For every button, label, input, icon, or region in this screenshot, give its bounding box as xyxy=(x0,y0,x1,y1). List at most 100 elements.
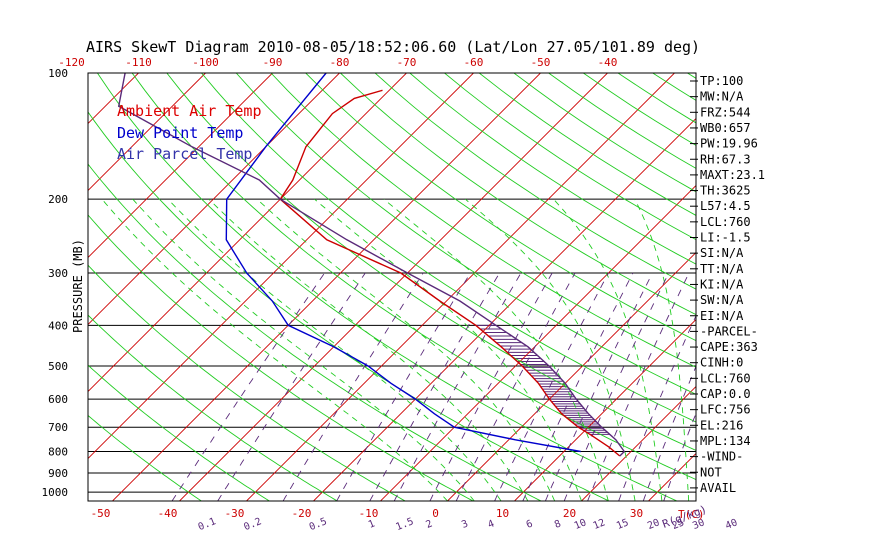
index-entry: -WIND- xyxy=(700,450,743,464)
pressure-tick-label: 600 xyxy=(48,393,68,406)
isotherm-line xyxy=(88,73,273,259)
dry-adiabat-line xyxy=(374,73,696,290)
index-entry: KI:N/A xyxy=(700,277,744,291)
index-entry: -PARCEL- xyxy=(700,324,758,338)
pressure-tick-label: 500 xyxy=(48,360,68,373)
dry-adiabat-line xyxy=(478,73,696,216)
dry-adiabat-line xyxy=(88,314,338,501)
top-temp-tick-label: -60 xyxy=(464,56,484,69)
dry-adiabat-line xyxy=(270,73,696,368)
mixing-ratio-tick-label: 10 xyxy=(573,517,588,532)
isotherm-line xyxy=(783,73,870,501)
mixing-ratio-line xyxy=(522,272,634,501)
dry-adiabat-line xyxy=(652,73,696,101)
dry-adiabat-line xyxy=(88,414,202,501)
legend-ambient-air-temp: Ambient Air Temp xyxy=(117,102,262,120)
pressure-tick-label: 200 xyxy=(48,193,68,206)
mixing-ratio-line xyxy=(494,272,609,501)
mixing-ratio-line xyxy=(455,272,576,501)
mixing-ratio-line xyxy=(429,272,553,501)
index-entry: PW:19.96 xyxy=(700,137,758,151)
mixing-ratio-tick-label: 1 xyxy=(367,518,377,530)
pressure-tick-label: 900 xyxy=(48,467,68,480)
dry-adiabat-line xyxy=(97,73,678,501)
moist-adiabat-line xyxy=(383,198,609,501)
index-entry: RH:67.3 xyxy=(700,152,751,166)
isotherm-line xyxy=(850,73,870,501)
mixing-ratio-line xyxy=(587,272,690,501)
mixing-ratio-line xyxy=(369,272,500,501)
dry-adiabat-line xyxy=(409,73,696,265)
dry-adiabat-line xyxy=(340,73,696,316)
isotherm-line xyxy=(112,73,541,501)
mixing-ratio-tick-label: 6 xyxy=(525,518,535,530)
pressure-tick-label: 300 xyxy=(48,267,68,280)
mixing-ratio-line xyxy=(336,272,471,501)
pressure-tick-label: 100 xyxy=(48,67,68,80)
dry-adiabat-line xyxy=(235,73,696,395)
isotherm-line xyxy=(313,117,696,501)
mixing-ratio-tick-label: 0.2 xyxy=(242,516,263,533)
index-entry: CAPE:363 xyxy=(700,340,758,354)
index-entry: MW:N/A xyxy=(700,90,744,104)
top-temp-tick-label: -110 xyxy=(125,56,152,69)
index-entry: TP:100 xyxy=(700,74,743,88)
index-entry: MPL:134 xyxy=(700,434,751,448)
bottom-temp-tick-label: -10 xyxy=(359,507,379,520)
dry-adiabat-line xyxy=(88,364,270,501)
isotherm-line xyxy=(88,73,206,192)
index-entry: NOT xyxy=(700,465,722,479)
mixing-ratio-tick-label: 4 xyxy=(486,518,496,530)
dry-adiabat-line xyxy=(88,214,474,501)
isotherm-line xyxy=(246,73,675,501)
moist-adiabat-line xyxy=(101,198,448,501)
mixing-ratio-tick-label: 0.1 xyxy=(197,516,218,533)
mixing-ratio-tick-label: 3 xyxy=(460,518,470,530)
bottom-temp-tick-label: -30 xyxy=(225,507,245,520)
moist-adiabat-line xyxy=(132,198,475,501)
mixing-ratio-tick-label: 2 xyxy=(424,518,434,530)
mixing-ratio-line xyxy=(663,412,696,501)
index-entry: TT:N/A xyxy=(700,262,744,276)
mixing-ratio-line xyxy=(544,272,653,501)
air-parcel-temp-line xyxy=(117,73,626,457)
index-entry: SW:N/A xyxy=(700,293,744,307)
top-temp-tick-label: -100 xyxy=(192,56,219,69)
dry-adiabat-line xyxy=(305,73,696,342)
top-temp-tick-label: -70 xyxy=(397,56,417,69)
moist-adiabat-line xyxy=(553,198,663,501)
mixing-ratio-line xyxy=(393,272,522,501)
temp-unit-label: T(C) xyxy=(678,508,705,521)
isotherm-line xyxy=(179,73,608,501)
mixing-ratio-tick-label: 12 xyxy=(592,517,607,532)
mixing-ratio-line xyxy=(618,314,696,501)
bottom-temp-tick-label: 0 xyxy=(432,507,439,520)
bottom-temp-tick-label: 30 xyxy=(630,507,643,520)
isotherm-line xyxy=(88,73,407,393)
plot-frame xyxy=(87,72,697,502)
bottom-temp-tick-label: 20 xyxy=(563,507,576,520)
isotherm-line xyxy=(0,73,5,501)
legend-air-parcel-temp: Air Parcel Temp xyxy=(117,145,252,163)
index-entry: TH:3625 xyxy=(700,184,751,198)
pressure-tick-label: 800 xyxy=(48,446,68,459)
moist-adiabat-line xyxy=(465,198,636,501)
bottom-temp-tick-label: -40 xyxy=(158,507,178,520)
chart-title: AIRS SkewT Diagram 2010-08-05/18:52:06.6… xyxy=(86,38,700,56)
dry-adiabat-line xyxy=(444,73,696,241)
bottom-temp-tick-label: -20 xyxy=(292,507,312,520)
dry-adiabat-line xyxy=(131,73,696,481)
pressure-tick-label: 1000 xyxy=(42,486,69,499)
pressure-tick-label: 400 xyxy=(48,319,68,332)
bottom-temp-tick-label: 10 xyxy=(496,507,509,520)
isotherm-line xyxy=(0,73,72,501)
mixing-ratio-line xyxy=(171,272,325,501)
moist-adiabat-line xyxy=(256,198,556,501)
index-entry: LI:-1.5 xyxy=(700,231,751,245)
dry-adiabat-line xyxy=(201,73,696,423)
index-entry: LCL:760 xyxy=(700,215,751,229)
index-entry: EI:N/A xyxy=(700,309,744,323)
index-entry: MAXT:23.1 xyxy=(700,168,765,182)
